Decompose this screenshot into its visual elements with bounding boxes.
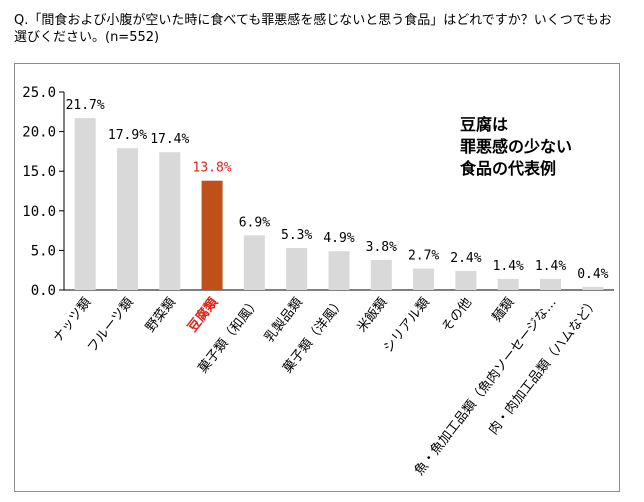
- callout-text: 豆腐は 罪悪感の少ない 食品の代表例: [460, 115, 573, 178]
- x-tick-label: ナッツ類: [50, 295, 94, 345]
- bar: [582, 286, 604, 290]
- data-label: 2.7%: [408, 249, 439, 264]
- bar: [201, 180, 223, 290]
- data-label: 1.4%: [535, 259, 566, 274]
- data-label: 4.9%: [323, 231, 354, 246]
- bar: [455, 270, 477, 290]
- y-tick-label: 10.0: [22, 204, 56, 220]
- chart-frame: [14, 63, 620, 492]
- data-label: 3.8%: [366, 240, 397, 255]
- x-tick-label: 米飯類: [355, 295, 391, 335]
- data-label: 0.4%: [577, 267, 608, 282]
- data-labels: 21.7%17.9% 17.4% 13.8% 6.9% 5.3% 4.9% 3.8% 2.7%…: [66, 98, 609, 282]
- bar: [243, 235, 265, 290]
- data-label: 1.4%: [493, 259, 524, 274]
- bar: [159, 152, 181, 290]
- x-tick-label: その他: [439, 295, 475, 335]
- bar: [74, 118, 96, 290]
- data-label: 21.7%: [66, 98, 105, 113]
- bar: [286, 248, 308, 290]
- data-label: 5.3%: [281, 228, 312, 243]
- bar: [497, 278, 519, 290]
- bar: [328, 251, 350, 290]
- data-label: 13.8%: [193, 161, 232, 176]
- y-axis: 0.0 5.0 10.0 15.0 20.0 25.0: [22, 85, 614, 299]
- data-label: 6.9%: [239, 215, 270, 230]
- x-tick-label: 乳製品類: [262, 295, 306, 345]
- question-text: Q.「間食および小腹が空いた時に食べても罪悪感を感じないと思う食品」はどれですか…: [14, 13, 612, 45]
- bar: [413, 268, 435, 290]
- bar: [116, 148, 138, 290]
- bar: [540, 278, 562, 290]
- data-label: 2.4%: [450, 251, 481, 266]
- x-tick-label: 麺類: [490, 295, 518, 325]
- bars: [74, 118, 604, 290]
- x-tick-label: 野菜類: [143, 295, 179, 335]
- data-label: 17.9%: [108, 128, 147, 143]
- y-tick-label: 20.0: [22, 125, 56, 141]
- x-tick-label: 豆腐類: [185, 294, 222, 335]
- data-label: 17.4%: [150, 132, 189, 147]
- y-tick-label: 5.0: [31, 243, 56, 259]
- y-tick-label: 0.0: [31, 283, 56, 299]
- y-tick-label: 15.0: [22, 164, 56, 180]
- y-tick-label: 25.0: [22, 85, 56, 101]
- bar: [370, 259, 392, 290]
